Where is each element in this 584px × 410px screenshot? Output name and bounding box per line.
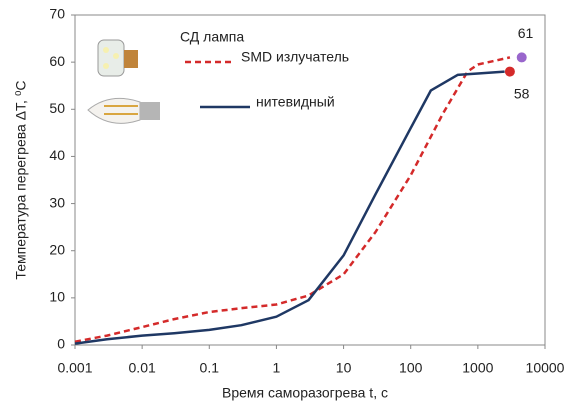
y-tick-label: 40 bbox=[49, 147, 65, 163]
annotation: 58 bbox=[514, 85, 530, 101]
x-tick-label: 10000 bbox=[526, 360, 565, 376]
y-tick-label: 0 bbox=[57, 336, 65, 352]
end-point bbox=[517, 52, 527, 62]
x-tick-label: 0.001 bbox=[57, 360, 92, 376]
end-point bbox=[505, 67, 515, 77]
y-axis-title: Температура перегрева ΔT, ⁰C bbox=[13, 80, 29, 279]
legend-label: SMD излучатель bbox=[241, 49, 349, 65]
x-tick-label: 0.01 bbox=[129, 360, 156, 376]
x-tick-label: 1000 bbox=[462, 360, 493, 376]
y-tick-label: 70 bbox=[49, 6, 65, 22]
x-tick-label: 0.1 bbox=[200, 360, 220, 376]
chart: СД лампа Время саморазогрева t, с Темпер… bbox=[0, 0, 584, 405]
x-tick-label: 10 bbox=[336, 360, 352, 376]
x-axis-title: Время саморазогрева t, с bbox=[222, 385, 388, 401]
page: {"chart_data": {"type": "line", "xlabel"… bbox=[0, 0, 584, 410]
y-tick-label: 60 bbox=[49, 53, 65, 69]
x-tick-label: 100 bbox=[399, 360, 423, 376]
y-tick-label: 20 bbox=[49, 241, 65, 257]
y-tick-label: 10 bbox=[49, 289, 65, 305]
annotation: 61 bbox=[518, 25, 534, 41]
smd-lamp-icon bbox=[98, 40, 138, 76]
legend-label: нитевидный bbox=[256, 94, 335, 110]
legend-title: СД лампа bbox=[180, 29, 244, 45]
y-tick-label: 30 bbox=[49, 194, 65, 210]
y-tick-label: 50 bbox=[49, 100, 65, 116]
filament-lamp-icon bbox=[88, 98, 160, 123]
x-tick-label: 1 bbox=[273, 360, 281, 376]
